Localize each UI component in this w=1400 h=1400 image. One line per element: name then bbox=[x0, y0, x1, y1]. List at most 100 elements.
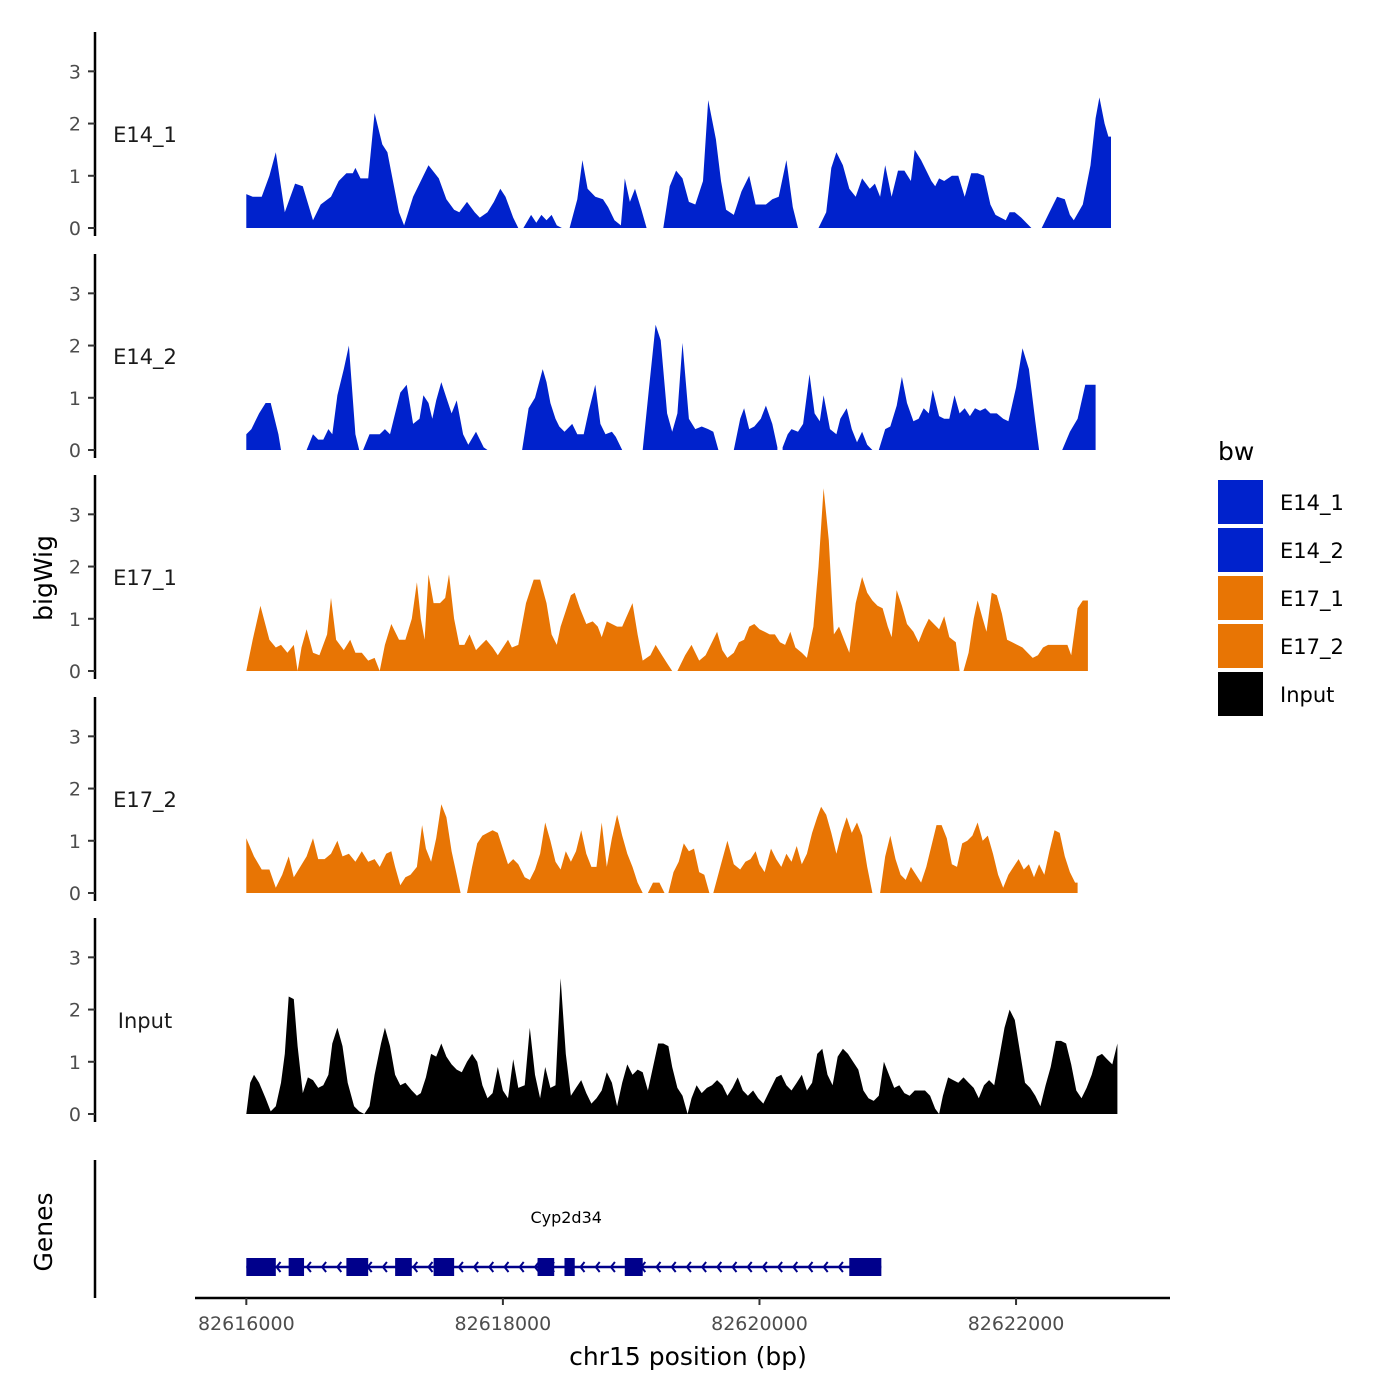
strand-arrow bbox=[412, 1261, 419, 1273]
strand-arrow bbox=[807, 1261, 814, 1273]
y-tick-label: 1 bbox=[69, 609, 81, 631]
signal-area-E14_1-2 bbox=[523, 214, 562, 228]
track-E14_1: 0 1 2 3 E14_1 bbox=[69, 32, 1111, 240]
strand-arrow bbox=[792, 1261, 799, 1273]
strand-arrow bbox=[822, 1261, 829, 1273]
signal-area-E17_2-6 bbox=[880, 822, 1078, 893]
legend-label-E14_2: E14_2 bbox=[1280, 539, 1344, 564]
strand-arrow bbox=[381, 1261, 388, 1273]
signal-area-E17_2-1 bbox=[246, 804, 461, 893]
y-tick-label: 0 bbox=[69, 661, 81, 683]
track-panels: 0 1 2 3 E14_1 0 1 2 3 E14_2 0 1 2 3 E17_1 0 1 2 3 E17_2 0 1 2 3… bbox=[69, 32, 1118, 1126]
x-tick-label: 82622000 bbox=[968, 1313, 1065, 1335]
legend-label-E17_2: E17_2 bbox=[1280, 635, 1344, 660]
gene-exon bbox=[246, 1258, 276, 1276]
signal-area-E14_1-5 bbox=[818, 149, 1032, 228]
legend-title: bw bbox=[1218, 437, 1254, 466]
legend-swatch-Input bbox=[1218, 672, 1263, 716]
y-tick-label: 1 bbox=[69, 166, 81, 188]
strand-arrow bbox=[518, 1261, 525, 1273]
strand-arrow bbox=[427, 1261, 434, 1273]
legend-swatch-E17_1 bbox=[1218, 576, 1263, 620]
signal-area-E17_2-3 bbox=[647, 882, 665, 893]
y-tick-label: 2 bbox=[69, 336, 81, 358]
legend-label-Input: Input bbox=[1280, 683, 1334, 707]
strand-arrow bbox=[488, 1261, 495, 1273]
gene-Cyp2d34: Cyp2d34 bbox=[246, 1208, 882, 1276]
gene-exon bbox=[537, 1258, 555, 1276]
x-tick-label: 82616000 bbox=[198, 1313, 295, 1335]
legend-label-E17_1: E17_1 bbox=[1280, 587, 1344, 612]
genes-axis-title: Genes bbox=[29, 1192, 58, 1271]
legend-swatch-E14_1 bbox=[1218, 480, 1263, 524]
strand-arrow bbox=[594, 1261, 601, 1273]
x-tick-label: 82620000 bbox=[711, 1313, 808, 1335]
x-axis: 82616000 82618000 82620000 82622000 bbox=[195, 1296, 1170, 1335]
track-E17_1: 0 1 2 3 E17_1 bbox=[69, 475, 1088, 683]
strand-arrow bbox=[837, 1261, 844, 1273]
track-E17_2: 0 1 2 3 E17_2 bbox=[69, 697, 1078, 905]
x-axis-title: chr15 position (bp) bbox=[569, 1342, 807, 1371]
y-tick-label: 0 bbox=[69, 218, 81, 240]
gene-exon bbox=[346, 1258, 369, 1276]
signal-area-E14_2-2 bbox=[306, 345, 360, 450]
y-tick-label: 3 bbox=[69, 947, 81, 969]
strand-arrow bbox=[670, 1261, 677, 1273]
gene-exon bbox=[624, 1258, 643, 1276]
y-tick-label: 2 bbox=[69, 557, 81, 579]
signal-area-E14_1-4 bbox=[663, 100, 798, 228]
genes-panel: Cyp2d34 bbox=[93, 1160, 882, 1298]
signal-area-E14_2-4 bbox=[522, 369, 623, 450]
gene-exon bbox=[564, 1258, 575, 1276]
strand-arrow bbox=[336, 1261, 343, 1273]
signal-area-E14_2-3 bbox=[363, 382, 488, 450]
y-tick-label: 0 bbox=[69, 1104, 81, 1126]
strand-arrow bbox=[320, 1261, 327, 1273]
strand-arrow bbox=[731, 1261, 738, 1273]
track-E14_2: 0 1 2 3 E14_2 bbox=[69, 254, 1096, 462]
signal-area-E17_1-3 bbox=[963, 592, 1088, 671]
signal-area-E14_2-6 bbox=[733, 405, 778, 450]
y-tick-label: 3 bbox=[69, 61, 81, 83]
signal-area-E17_2-2 bbox=[467, 814, 643, 893]
y-tick-label: 3 bbox=[69, 726, 81, 748]
y-tick-label: 2 bbox=[69, 1000, 81, 1022]
y-axis-title: bigWig bbox=[29, 535, 58, 621]
signal-area-E17_2-5 bbox=[713, 806, 873, 893]
track-Input: 0 1 2 3 Input bbox=[69, 918, 1118, 1126]
gene-exon bbox=[395, 1258, 412, 1276]
signal-area-Input-1 bbox=[246, 978, 1118, 1114]
panel-label: E14_1 bbox=[113, 123, 177, 148]
gene-exon bbox=[288, 1258, 305, 1276]
y-tick-label: 3 bbox=[69, 283, 81, 305]
signal-area-E17_1-2 bbox=[677, 488, 960, 671]
signal-area-E14_2-8 bbox=[878, 348, 1040, 450]
y-tick-label: 1 bbox=[69, 388, 81, 410]
gene-exon bbox=[849, 1258, 882, 1276]
strand-arrow bbox=[776, 1261, 783, 1273]
y-tick-label: 2 bbox=[69, 114, 81, 136]
panel-label: Input bbox=[118, 1009, 172, 1033]
signal-area-E14_2-7 bbox=[782, 374, 873, 450]
signal-area-E14_2-5 bbox=[642, 324, 719, 450]
strand-arrow bbox=[746, 1261, 753, 1273]
y-tick-label: 3 bbox=[69, 504, 81, 526]
y-tick-label: 1 bbox=[69, 1052, 81, 1074]
panel-label: E17_2 bbox=[113, 788, 177, 813]
strand-arrow bbox=[716, 1261, 723, 1273]
signal-area-E17_2-4 bbox=[668, 843, 710, 893]
gene-label: Cyp2d34 bbox=[530, 1208, 602, 1227]
strand-arrow bbox=[609, 1261, 616, 1273]
y-tick-label: 1 bbox=[69, 831, 81, 853]
signal-area-E14_1-6 bbox=[1041, 97, 1111, 229]
panel-label: E17_1 bbox=[113, 566, 177, 591]
strand-arrow bbox=[685, 1261, 692, 1273]
strand-arrow bbox=[275, 1261, 282, 1273]
gene-exon bbox=[433, 1258, 455, 1276]
legend-label-E14_1: E14_1 bbox=[1280, 491, 1344, 516]
strand-arrow bbox=[305, 1261, 312, 1273]
legend-swatch-E17_2 bbox=[1218, 624, 1263, 668]
legend: bw E14_1 E14_2 E17_1 E17_2 Input bbox=[1218, 437, 1344, 716]
